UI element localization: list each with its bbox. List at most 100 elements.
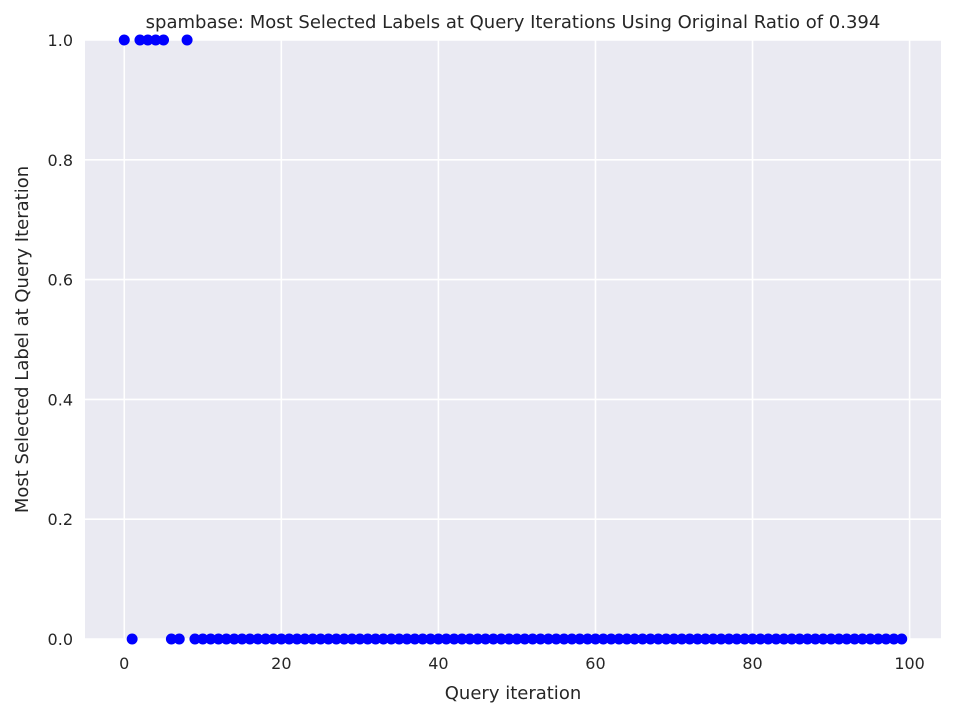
data-point (841, 633, 853, 645)
data-point (676, 633, 688, 645)
y-tick-label: 0.2 (48, 510, 73, 529)
data-point (880, 633, 892, 645)
data-point (715, 633, 727, 645)
data-point (534, 633, 546, 645)
data-point (731, 633, 743, 645)
data-point (118, 34, 130, 46)
data-point (330, 633, 342, 645)
data-point (888, 633, 900, 645)
data-point (770, 633, 782, 645)
data-point (425, 633, 437, 645)
data-point (275, 633, 287, 645)
data-point (542, 633, 554, 645)
data-point (668, 633, 680, 645)
y-tick-label: 0.8 (48, 151, 73, 170)
data-point (362, 633, 374, 645)
data-point (260, 633, 272, 645)
data-point (566, 633, 578, 645)
data-point (739, 633, 751, 645)
data-point (825, 633, 837, 645)
data-point (197, 633, 209, 645)
data-point (856, 633, 868, 645)
data-point (495, 633, 507, 645)
y-tick-label: 1.0 (48, 31, 73, 50)
data-point (142, 34, 154, 46)
chart-title: spambase: Most Selected Labels at Query … (146, 12, 881, 33)
data-point (134, 34, 146, 46)
data-point (629, 633, 641, 645)
x-tick-label: 0 (119, 654, 129, 673)
data-point (684, 633, 696, 645)
data-point (558, 633, 570, 645)
data-point (833, 633, 845, 645)
data-point (605, 633, 617, 645)
data-point (158, 34, 170, 46)
x-tick-label: 100 (894, 654, 925, 673)
data-point (236, 633, 248, 645)
plot-area (85, 40, 941, 639)
data-point (503, 633, 515, 645)
data-point (864, 633, 876, 645)
data-point (409, 633, 421, 645)
data-point (817, 633, 829, 645)
data-point (801, 633, 813, 645)
data-point (220, 633, 232, 645)
data-point (754, 633, 766, 645)
data-point (283, 633, 295, 645)
data-point (644, 633, 656, 645)
data-point (692, 633, 704, 645)
data-point (291, 633, 303, 645)
y-axis-title: Most Selected Label at Query Iteration (12, 166, 33, 513)
data-point (660, 633, 672, 645)
y-axis-ticks: 0.0 0.2 0.4 0.6 0.8 1.0 (48, 31, 73, 649)
data-point (747, 633, 759, 645)
x-axis-title: Query iteration (445, 683, 581, 704)
data-point (205, 633, 217, 645)
data-point (417, 633, 429, 645)
data-point (589, 633, 601, 645)
data-point (762, 633, 774, 645)
data-point (550, 633, 562, 645)
data-point (370, 633, 382, 645)
data-point (582, 633, 594, 645)
data-point (723, 633, 735, 645)
data-point (786, 633, 798, 645)
data-point (354, 633, 366, 645)
data-point (621, 633, 633, 645)
data-point (778, 633, 790, 645)
data-point (213, 633, 225, 645)
x-tick-label: 80 (742, 654, 762, 673)
data-point (794, 633, 806, 645)
data-points (118, 34, 908, 645)
data-point (322, 633, 334, 645)
data-point (472, 633, 484, 645)
data-point (652, 633, 664, 645)
data-point (872, 633, 884, 645)
data-point (393, 633, 405, 645)
data-point (464, 633, 476, 645)
data-point (377, 633, 389, 645)
y-tick-label: 0.6 (48, 271, 73, 290)
data-point (707, 633, 719, 645)
x-tick-label: 20 (271, 654, 291, 673)
data-point (637, 633, 649, 645)
data-point (228, 633, 240, 645)
data-point (338, 633, 350, 645)
data-point (699, 633, 711, 645)
data-point (849, 633, 861, 645)
data-point (189, 633, 201, 645)
data-point (574, 633, 586, 645)
data-point (181, 34, 193, 46)
data-point (165, 633, 177, 645)
data-point (244, 633, 256, 645)
data-point (597, 633, 609, 645)
data-point (511, 633, 523, 645)
y-tick-label: 0.4 (48, 390, 73, 409)
data-point (346, 633, 358, 645)
data-point (252, 633, 264, 645)
data-point (487, 633, 499, 645)
data-point (480, 633, 492, 645)
data-point (809, 633, 821, 645)
data-point (527, 633, 539, 645)
